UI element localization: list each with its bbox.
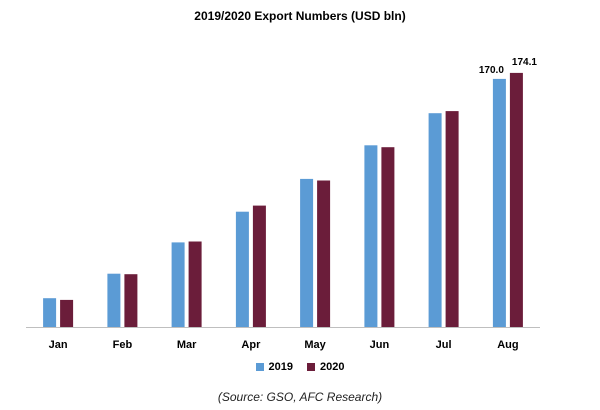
legend-label-2020: 2020 [320, 361, 345, 373]
legend-swatch-2020 [307, 363, 315, 371]
bar-mar-2020 [188, 241, 202, 327]
bar-feb-2020 [124, 274, 138, 327]
bar-jun-2020 [381, 147, 395, 327]
bar-jan-2020 [60, 299, 74, 327]
legend: 2019 2020 [0, 361, 600, 373]
bar-apr-2020 [252, 205, 266, 327]
bars-group [43, 72, 523, 328]
bar-apr-2019 [235, 211, 249, 327]
bar-feb-2019 [107, 273, 121, 327]
legend-label-2019: 2019 [268, 361, 293, 373]
source-note: (Source: GSO, AFC Research) [217, 390, 383, 404]
legend-item-2019: 2019 [255, 361, 293, 373]
bar-jul-2019 [428, 113, 442, 327]
bar-may-2020 [317, 180, 331, 327]
bar-aug-2019 [492, 78, 506, 328]
bar-may-2019 [300, 178, 314, 327]
x-tick-label-may: May [304, 339, 326, 351]
x-tick-label-jan: Jan [49, 339, 68, 351]
bar-jul-2020 [445, 111, 459, 327]
bar-jun-2019 [364, 145, 378, 327]
x-tick-label-feb: Feb [113, 339, 133, 351]
legend-item-2020: 2020 [307, 361, 344, 373]
bar-mar-2019 [171, 242, 185, 327]
x-tick-label-jul: Jul [436, 339, 452, 351]
chart-title: 2019/2020 Export Numbers (USD bln) [194, 9, 406, 23]
x-tick-labels-group: Jan Feb Mar Apr May Jun Jul Aug [49, 339, 519, 351]
data-label-aug-2019: 170.0 [479, 65, 504, 76]
value-labels-group: 170.0 174.1 [479, 57, 537, 76]
x-tick-label-apr: Apr [241, 339, 261, 351]
bar-jan-2019 [43, 298, 57, 327]
data-label-aug-2020: 174.1 [512, 57, 537, 68]
x-tick-label-mar: Mar [177, 339, 197, 351]
x-tick-label-jun: Jun [370, 339, 390, 351]
legend-swatch-2019 [255, 363, 264, 371]
x-tick-label-aug: Aug [497, 339, 518, 351]
bar-aug-2020 [509, 72, 523, 328]
